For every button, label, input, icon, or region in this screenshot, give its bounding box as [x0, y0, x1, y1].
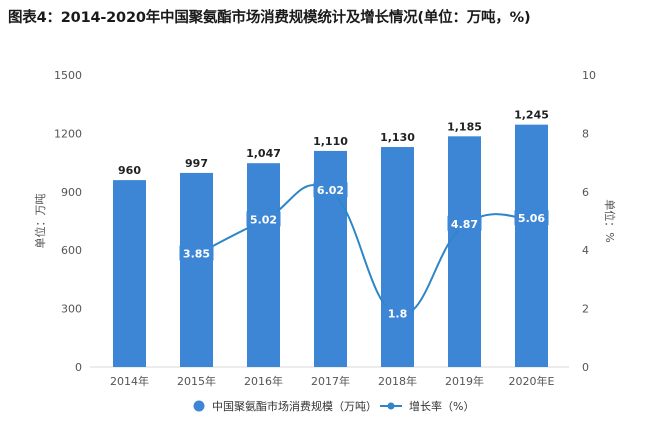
growth-label-bg: [246, 211, 281, 227]
y-left-tick-label: 1200: [54, 127, 82, 140]
legend-line-label: 增长率（%）: [409, 399, 474, 413]
y-left-tick-label: 1500: [54, 69, 82, 82]
y-right-tick-label: 10: [582, 69, 596, 82]
growth-value-label: 1.8: [388, 307, 408, 320]
growth-value-label: 5.06: [518, 212, 545, 225]
growth-label-bg: [514, 210, 549, 226]
x-tick-label: 2014年: [110, 374, 149, 388]
growth-label-bg: [179, 245, 214, 261]
y-left-tick-label: 0: [75, 361, 82, 374]
bar-value-label: 1,185: [447, 120, 482, 133]
growth-label-bg: [384, 305, 411, 321]
bar: [381, 147, 414, 367]
x-tick-label: 2016年: [244, 374, 283, 388]
y-left-tick-label: 300: [61, 303, 82, 316]
x-tick-label: 2019年: [445, 374, 484, 388]
growth-label-bg: [447, 215, 482, 231]
bar: [448, 136, 481, 367]
legend-bar-marker: [193, 400, 205, 412]
bar-value-label: 960: [118, 164, 141, 177]
bar: [180, 172, 213, 367]
growth-value-label: 6.02: [317, 184, 344, 197]
y-right-tick-label: 2: [582, 303, 589, 316]
y-right-axis-title: 单位：%: [603, 199, 617, 242]
bar: [515, 124, 548, 367]
growth-value-label: 5.02: [250, 213, 277, 226]
y-right-tick-label: 6: [582, 186, 589, 199]
legend-line-dot: [387, 402, 395, 410]
y-left-tick-label: 600: [61, 244, 82, 257]
growth-value-label: 3.85: [183, 248, 210, 261]
bar-value-label: 1,110: [313, 135, 348, 148]
bar-value-label: 1,245: [514, 109, 549, 122]
bar-value-label: 997: [185, 157, 208, 170]
x-tick-label: 2015年: [177, 374, 216, 388]
growth-line: [196, 184, 532, 316]
x-tick-label: 2018年: [378, 374, 417, 388]
y-left-axis-title: 单位：万吨: [33, 194, 47, 249]
bar-value-label: 1,047: [246, 147, 281, 160]
y-left-tick-label: 900: [61, 186, 82, 199]
x-tick-label: 2020年E: [509, 374, 555, 388]
bar-value-label: 1,130: [380, 131, 415, 144]
growth-value-label: 4.87: [451, 218, 478, 231]
bar: [247, 163, 280, 367]
bar: [113, 180, 146, 367]
growth-label-bg: [313, 182, 348, 198]
y-right-tick-label: 8: [582, 127, 589, 140]
legend-bar-label: 中国聚氨酯市场消费规模（万吨）: [212, 399, 377, 413]
y-right-tick-label: 4: [582, 244, 589, 257]
y-right-tick-label: 0: [582, 361, 589, 374]
x-tick-label: 2017年: [311, 374, 350, 388]
chart-title: 图表4：2014-2020年中国聚氨酯市场消费规模统计及增长情况(单位：万吨，%…: [8, 10, 531, 26]
